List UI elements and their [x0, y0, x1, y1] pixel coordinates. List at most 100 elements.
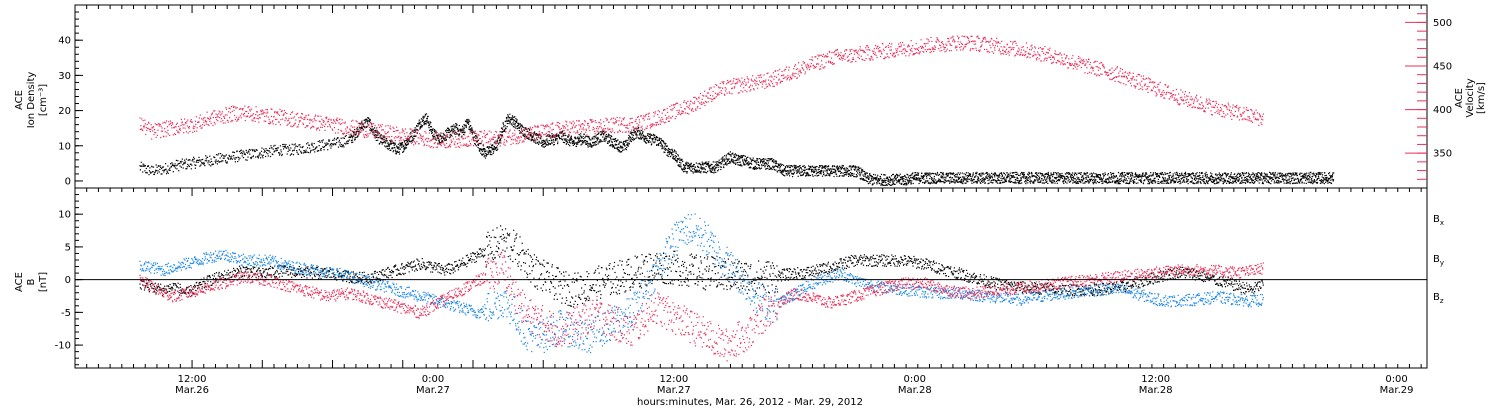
data-point: [1303, 182, 1305, 184]
data-point: [910, 183, 912, 185]
data-point: [1078, 180, 1080, 183]
data-point: [511, 117, 513, 120]
data-point: [962, 181, 964, 183]
data-point: [643, 137, 645, 139]
data-point: [521, 125, 523, 127]
data-point: [1229, 179, 1231, 181]
data-point: [694, 169, 696, 171]
data-point: [142, 171, 144, 173]
data-point: [327, 149, 329, 151]
data-point: [1110, 181, 1112, 183]
data-point: [840, 172, 842, 174]
data-point: [603, 140, 605, 142]
data-point: [193, 127, 195, 130]
data-point: [1307, 174, 1310, 176]
data-point: [974, 181, 976, 183]
data-point: [865, 176, 867, 178]
data-point: [846, 172, 848, 174]
data-point: [719, 166, 721, 168]
data-point: [636, 133, 638, 135]
data-point: [1024, 181, 1026, 183]
data-point: [509, 121, 511, 123]
data-point: [251, 150, 254, 152]
data-point: [693, 164, 695, 166]
data-point: [712, 168, 714, 170]
data-point: [228, 158, 230, 160]
data-point: [619, 141, 621, 144]
data-point: [873, 178, 875, 180]
data-point: [1305, 176, 1307, 178]
data-point: [634, 131, 636, 133]
data-point: [1317, 178, 1319, 180]
data-point: [398, 146, 400, 149]
data-point: [176, 168, 178, 170]
data-point: [1091, 178, 1093, 180]
data-point: [839, 165, 841, 167]
data-point: [534, 133, 536, 135]
data-point: [684, 170, 686, 172]
data-point: [536, 133, 538, 135]
data-point: [841, 175, 843, 177]
data-point: [1230, 172, 1232, 174]
data-point: [1199, 174, 1201, 176]
data-point: [960, 179, 962, 182]
data-point: [1286, 173, 1288, 175]
data-point: [750, 158, 752, 160]
data-point: [791, 169, 793, 171]
data-point: [590, 144, 593, 146]
data-point: [986, 173, 989, 175]
data-point: [678, 165, 680, 167]
data-point: [552, 136, 554, 138]
data-point: [676, 159, 678, 161]
data-point: [530, 140, 532, 142]
data-point: [876, 180, 878, 182]
data-point: [1018, 174, 1020, 176]
data-point: [1079, 178, 1081, 181]
data-point: [1194, 177, 1196, 179]
data-point: [215, 154, 218, 156]
data-point: [500, 137, 502, 139]
data-point: [912, 172, 914, 174]
data-point: [1300, 178, 1303, 180]
data-point: [713, 165, 716, 167]
data-point: [1020, 179, 1022, 181]
data-point: [199, 114, 201, 116]
data-point: [717, 170, 719, 172]
data-point: [423, 116, 425, 118]
data-point: [546, 144, 548, 146]
data-point: [763, 158, 765, 160]
data-point: [1126, 180, 1128, 182]
data-point: [509, 120, 511, 122]
data-point: [1121, 176, 1123, 178]
data-point: [876, 182, 878, 184]
data-point: [1314, 181, 1316, 183]
data-point: [498, 143, 500, 145]
data-point: [383, 138, 385, 140]
data-point: [776, 171, 779, 173]
data-point: [174, 163, 176, 165]
data-point: [574, 137, 576, 139]
data-point: [1001, 173, 1003, 175]
data-point: [469, 125, 471, 127]
data-point: [765, 163, 768, 165]
data-point: [451, 128, 453, 130]
data-point: [1168, 176, 1170, 178]
data-point: [997, 175, 1000, 177]
data-point: [1212, 176, 1214, 178]
data-point: [187, 163, 189, 165]
data-point: [1203, 178, 1206, 181]
data-point: [1214, 179, 1216, 181]
data-point: [208, 164, 210, 166]
data-point: [468, 119, 470, 121]
data-point: [1185, 176, 1187, 178]
data-point: [205, 155, 207, 157]
data-point: [1160, 182, 1162, 184]
data-point: [917, 174, 919, 176]
data-point: [370, 127, 372, 130]
data-point: [1235, 178, 1238, 180]
data-point: [492, 149, 494, 151]
data-point: [1050, 180, 1052, 182]
data-point: [522, 126, 524, 128]
data-point: [144, 165, 146, 167]
data-point: [727, 159, 729, 161]
